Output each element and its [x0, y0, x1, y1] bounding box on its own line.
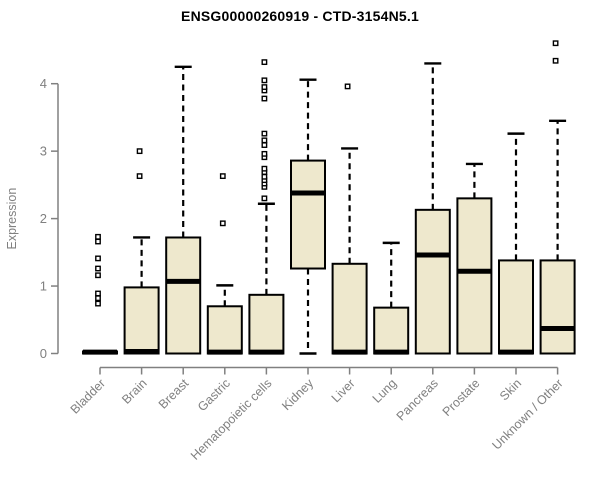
- outlier-point: [95, 238, 101, 245]
- box-kidney: [290, 78, 326, 355]
- box-brain: [123, 148, 160, 355]
- outlier-point: [95, 295, 101, 302]
- outlier-point: [136, 148, 143, 155]
- x-tick-label-hematopoietic-cells: Hematopoietic cells: [188, 376, 275, 463]
- x-tick-label-skin: Skin: [497, 376, 524, 403]
- outlier-point: [95, 233, 101, 240]
- outlier-point: [261, 130, 268, 137]
- x-tick-label-kidney: Kidney: [279, 376, 316, 413]
- outlier-point: [136, 173, 143, 180]
- x-tick-label-brain: Brain: [119, 376, 150, 407]
- y-tick-label: 2: [40, 211, 47, 226]
- box-bladder: [82, 233, 118, 355]
- outlier-point: [344, 83, 351, 90]
- iqr-box: [373, 306, 410, 355]
- y-tick-label: 3: [40, 144, 47, 159]
- box-pancreas: [414, 62, 451, 355]
- outlier-point: [261, 173, 268, 180]
- outlier-point: [261, 150, 268, 157]
- outlier-point: [261, 137, 268, 144]
- box-prostate: [456, 162, 493, 355]
- iqr-box: [290, 159, 326, 270]
- chart-title: ENSG00000260919 - CTD-3154N5.1: [181, 8, 419, 24]
- outlier-point: [552, 40, 559, 47]
- outlier-point: [95, 272, 101, 279]
- outlier-point: [261, 142, 268, 148]
- outlier-point: [95, 265, 101, 272]
- iqr-box: [414, 208, 451, 355]
- box-skin: [498, 132, 534, 355]
- outlier-point: [552, 57, 559, 64]
- iqr-box: [331, 262, 368, 355]
- iqr-box: [456, 197, 493, 355]
- y-tick-label: 0: [40, 346, 47, 361]
- iqr-box: [123, 286, 160, 355]
- iqr-box: [206, 305, 243, 355]
- outlier-point: [95, 300, 101, 307]
- outlier-point: [261, 59, 268, 66]
- iqr-box: [248, 293, 285, 355]
- y-tick-label: 4: [40, 76, 47, 91]
- x-tick-label-unknown-other: Unknown / Other: [489, 376, 565, 452]
- iqr-box: [539, 259, 576, 355]
- box-hematopoietic-cells: [248, 59, 285, 355]
- y-axis: 0 1 2 3 4 Expression: [5, 76, 59, 361]
- outlier-point: [95, 255, 101, 262]
- outlier-point: [261, 77, 268, 84]
- outlier-point: [261, 165, 268, 172]
- outlier-point: [261, 95, 268, 102]
- box-liver: [331, 83, 368, 355]
- x-tick-label-lung: Lung: [370, 376, 400, 406]
- box-breast: [165, 65, 202, 355]
- outlier-point: [261, 195, 268, 202]
- iqr-box: [165, 236, 202, 355]
- x-tick-label-pancreas: Pancreas: [394, 376, 441, 423]
- outlier-point: [95, 290, 101, 297]
- y-axis-label: Expression: [5, 188, 19, 250]
- box-unknown-other: [539, 40, 576, 355]
- x-tick-label-prostate: Prostate: [440, 376, 483, 419]
- x-tick-label-breast: Breast: [156, 376, 192, 412]
- iqr-box: [498, 259, 534, 355]
- y-tick-label: 1: [40, 279, 47, 294]
- x-tick-label-bladder: Bladder: [68, 376, 108, 416]
- x-tick-label-gastric: Gastric: [195, 376, 233, 414]
- box-gastric: [206, 173, 243, 355]
- outlier-point: [219, 173, 226, 180]
- x-tick-label-liver: Liver: [329, 376, 358, 405]
- outlier-point: [219, 220, 226, 227]
- outlier-point: [261, 84, 268, 90]
- box-lung: [373, 241, 410, 355]
